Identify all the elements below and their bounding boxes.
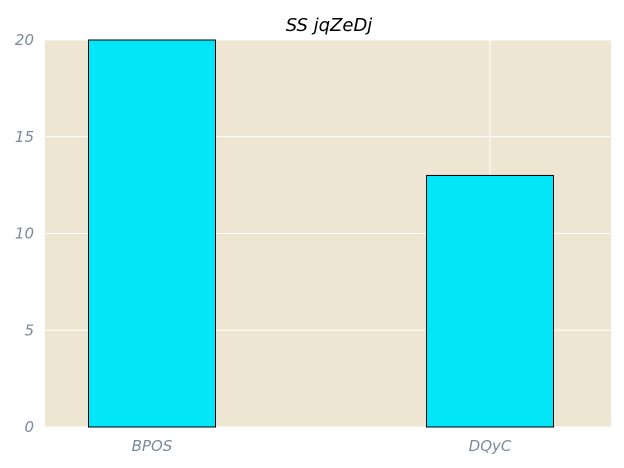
y-tick-label: 5 — [24, 321, 34, 339]
y-tick-label: 15 — [15, 128, 34, 146]
y-axis-tick-labels: 0 5 10 15 20 — [15, 31, 34, 436]
bar-dqyc — [426, 174, 554, 428]
y-tick-label: 10 — [15, 225, 34, 243]
bars — [88, 39, 554, 428]
bar-bpos — [88, 39, 216, 428]
y-tick-label: 0 — [24, 418, 34, 436]
x-tick-label-dqyc: DQyC — [469, 437, 512, 455]
x-tick-label-bpos: BPOS — [132, 437, 173, 455]
chart-title: SS jqZeDj — [286, 15, 373, 36]
x-axis-tick-labels: BPOS DQyC — [132, 437, 512, 455]
y-tick-label: 20 — [15, 31, 34, 49]
